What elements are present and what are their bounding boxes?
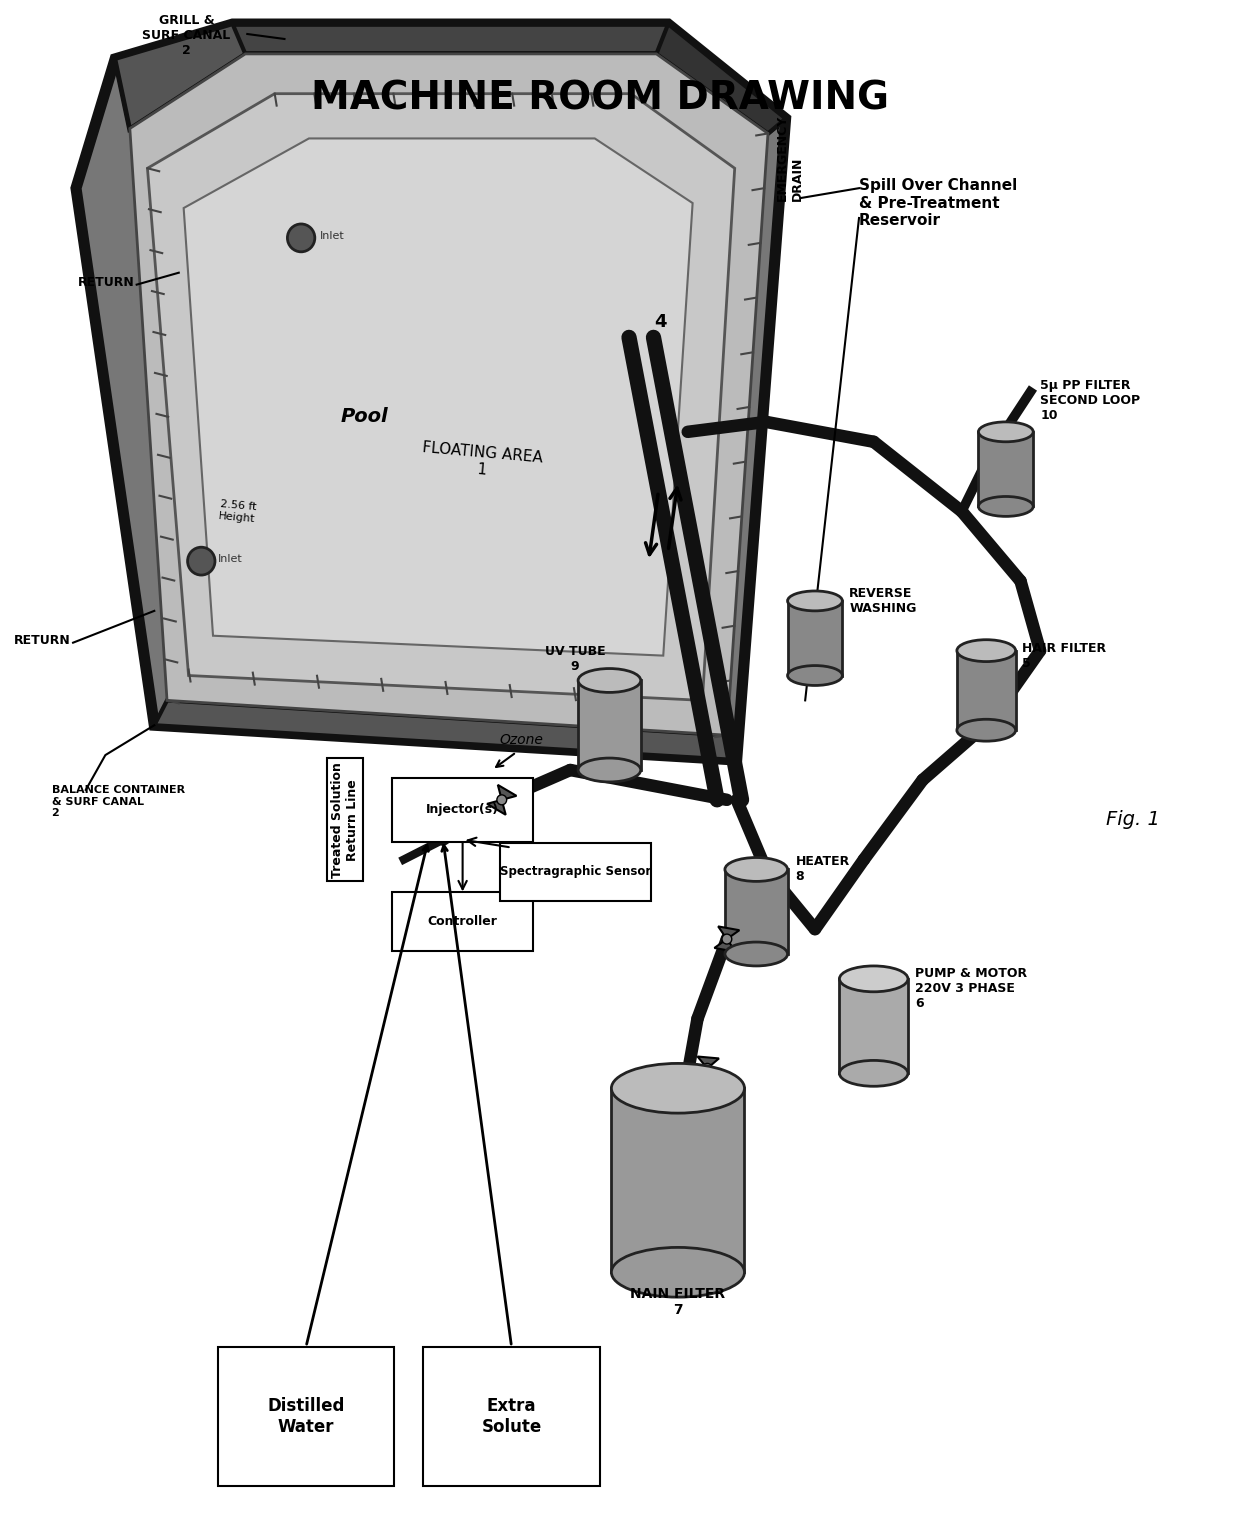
Text: HAIR FILTER
5: HAIR FILTER 5 xyxy=(1023,642,1106,669)
Text: MACHINE ROOM DRAWING: MACHINE ROOM DRAWING xyxy=(311,80,889,117)
Text: Fig. 1: Fig. 1 xyxy=(1106,810,1159,830)
Text: EMERGENCY
DRAIN: EMERGENCY DRAIN xyxy=(776,115,804,202)
Polygon shape xyxy=(148,94,735,700)
Circle shape xyxy=(722,934,732,943)
Text: GRILL &
SURF CANAL
2: GRILL & SURF CANAL 2 xyxy=(143,14,231,57)
Text: Pool: Pool xyxy=(341,408,388,426)
Text: Extra
Solute: Extra Solute xyxy=(481,1397,542,1436)
Ellipse shape xyxy=(957,719,1016,742)
Ellipse shape xyxy=(611,1063,744,1113)
Polygon shape xyxy=(957,651,1016,729)
FancyBboxPatch shape xyxy=(500,842,651,902)
Ellipse shape xyxy=(725,942,787,966)
Polygon shape xyxy=(787,600,842,676)
Text: Inlet: Inlet xyxy=(218,554,243,565)
Ellipse shape xyxy=(787,591,842,611)
Text: 4: 4 xyxy=(653,314,667,331)
Text: Spill Over Channel
& Pre-Treatment
Reservoir: Spill Over Channel & Pre-Treatment Reser… xyxy=(859,179,1017,228)
Text: PUMP & MOTOR
220V 3 PHASE
6: PUMP & MOTOR 220V 3 PHASE 6 xyxy=(915,968,1027,1010)
Ellipse shape xyxy=(978,497,1033,517)
Polygon shape xyxy=(714,939,735,951)
Circle shape xyxy=(497,794,507,805)
Circle shape xyxy=(288,225,315,252)
Ellipse shape xyxy=(839,966,908,991)
Text: Spectragraphic Sensor: Spectragraphic Sensor xyxy=(500,865,651,877)
Polygon shape xyxy=(115,25,246,128)
Bar xyxy=(423,1347,600,1487)
Bar xyxy=(218,1347,394,1487)
Polygon shape xyxy=(611,1088,744,1273)
Text: UV TUBE
9: UV TUBE 9 xyxy=(544,645,605,673)
Text: RETURN: RETURN xyxy=(15,634,71,648)
Polygon shape xyxy=(656,25,786,134)
Text: RETURN: RETURN xyxy=(78,275,135,289)
Polygon shape xyxy=(76,25,786,760)
Circle shape xyxy=(702,1063,712,1073)
Ellipse shape xyxy=(978,422,1033,442)
FancyBboxPatch shape xyxy=(392,777,533,842)
Polygon shape xyxy=(839,979,908,1073)
Circle shape xyxy=(187,548,215,576)
Text: Ozone: Ozone xyxy=(500,733,543,746)
Text: Inlet: Inlet xyxy=(320,231,345,242)
Text: BALANCE CONTAINER
& SURF CANAL
2: BALANCE CONTAINER & SURF CANAL 2 xyxy=(52,785,185,819)
Polygon shape xyxy=(696,1068,717,1080)
Ellipse shape xyxy=(578,668,641,693)
Text: Distilled
Water: Distilled Water xyxy=(268,1397,345,1436)
Polygon shape xyxy=(487,800,506,814)
Text: 2.56 ft
Height: 2.56 ft Height xyxy=(218,499,257,523)
Ellipse shape xyxy=(957,640,1016,662)
Text: Treated Solution
Return Line: Treated Solution Return Line xyxy=(331,762,360,877)
Text: REVERSE
WASHING: REVERSE WASHING xyxy=(849,586,916,616)
Ellipse shape xyxy=(787,665,842,685)
Text: NAIN FILTER
7: NAIN FILTER 7 xyxy=(630,1287,725,1317)
Polygon shape xyxy=(497,785,517,800)
Text: FLOATING AREA
1: FLOATING AREA 1 xyxy=(420,440,544,483)
Ellipse shape xyxy=(578,759,641,782)
Polygon shape xyxy=(115,25,786,139)
Text: Controller: Controller xyxy=(428,914,497,928)
FancyBboxPatch shape xyxy=(392,893,533,951)
Polygon shape xyxy=(718,926,739,939)
Text: Injector(s): Injector(s) xyxy=(427,803,500,816)
Text: 5μ PP FILTER
SECOND LOOP
10: 5μ PP FILTER SECOND LOOP 10 xyxy=(1040,379,1141,422)
Ellipse shape xyxy=(611,1248,744,1297)
Text: HEATER
8: HEATER 8 xyxy=(795,856,849,883)
Polygon shape xyxy=(184,139,693,656)
Ellipse shape xyxy=(725,857,787,882)
Polygon shape xyxy=(154,700,737,760)
Ellipse shape xyxy=(839,1060,908,1087)
Polygon shape xyxy=(698,1056,719,1068)
Polygon shape xyxy=(725,870,787,954)
Polygon shape xyxy=(578,680,641,770)
Polygon shape xyxy=(978,432,1033,506)
Polygon shape xyxy=(130,54,768,736)
